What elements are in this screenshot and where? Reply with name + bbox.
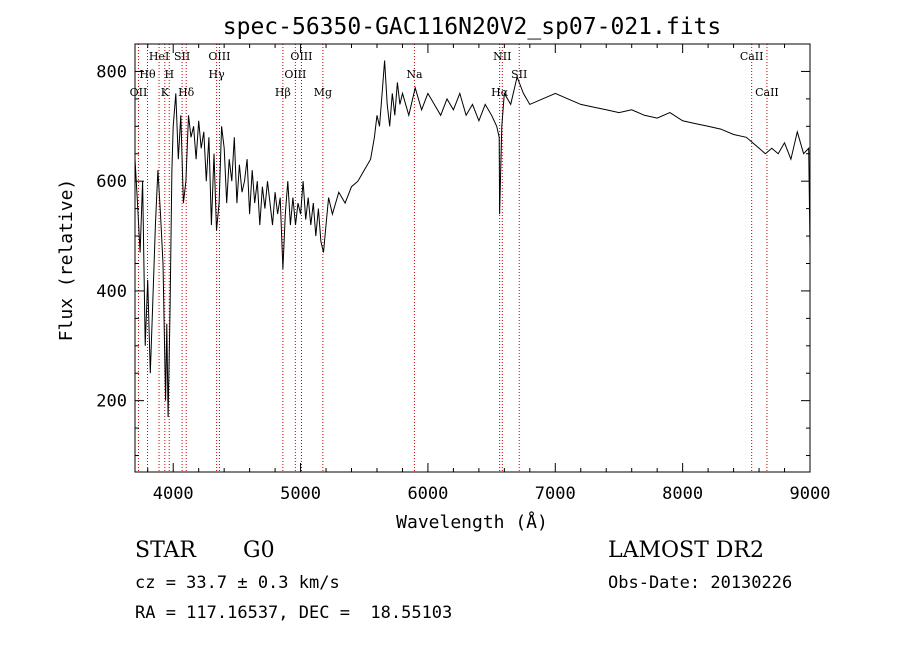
x-tick-label: 7000 [535,484,576,504]
object-class: STAR [135,538,196,563]
line-marker-label: Hδ [178,86,195,99]
axis-ticks: 4000 5000 6000 7000 8000 9000 200 400 600 800 [96,44,830,504]
line-marker-label: HeI [149,50,169,63]
x-tick-label: 4000 [153,484,194,504]
spectrum-chart: spec-56350-GAC116N20V2_sp07-021.fits OII… [56,14,830,533]
line-marker-label: Mg [314,86,332,99]
plot-frame [134,43,811,473]
line-marker-label: SII [174,50,190,63]
line-marker-label: OIII [290,50,312,63]
line-marker-label: OIII [208,50,230,63]
x-tick-label: 8000 [662,484,703,504]
line-marker-label: H [164,68,174,81]
survey-label: LAMOST DR2 [608,538,764,563]
redshift-readout: cz = 33.7 ± 0.3 km/s [135,573,340,593]
line-marker-label: Na [406,68,423,81]
line-marker-label: NII [493,50,511,63]
x-axis-label: Wavelength (Å) [396,511,548,533]
spectrum-line [134,60,811,418]
line-marker-label: OII [130,86,148,99]
line-marker-label: CaII [740,50,764,63]
y-tick-label: 400 [96,282,127,302]
coordinates-readout: RA = 117.16537, DEC = 18.55103 [135,603,453,623]
line-marker-label: CaII [755,86,779,99]
spectral-line-markers: OIIHθHeIKHSIIHδOIIIHγHβOIIIOIIIMgNaNIIHα… [130,44,779,472]
line-marker-label: OIII [284,68,306,81]
line-marker-label: Hθ [139,68,156,81]
y-tick-label: 800 [96,62,127,82]
line-marker-label: Hγ [209,68,226,81]
chart-title: spec-56350-GAC116N20V2_sp07-021.fits [223,14,722,40]
line-marker-label: K [161,86,170,99]
x-tick-label: 6000 [407,484,448,504]
object-subclass: G0 [243,538,275,563]
obs-date: Obs-Date: 20130226 [608,573,793,593]
y-tick-label: 600 [96,172,127,192]
x-tick-label: 5000 [280,484,321,504]
y-axis-label: Flux (relative) [56,179,77,342]
y-tick-label: 200 [96,392,127,412]
line-marker-label: Hβ [275,86,291,99]
x-tick-label: 9000 [790,484,831,504]
line-marker-label: SII [511,68,527,81]
